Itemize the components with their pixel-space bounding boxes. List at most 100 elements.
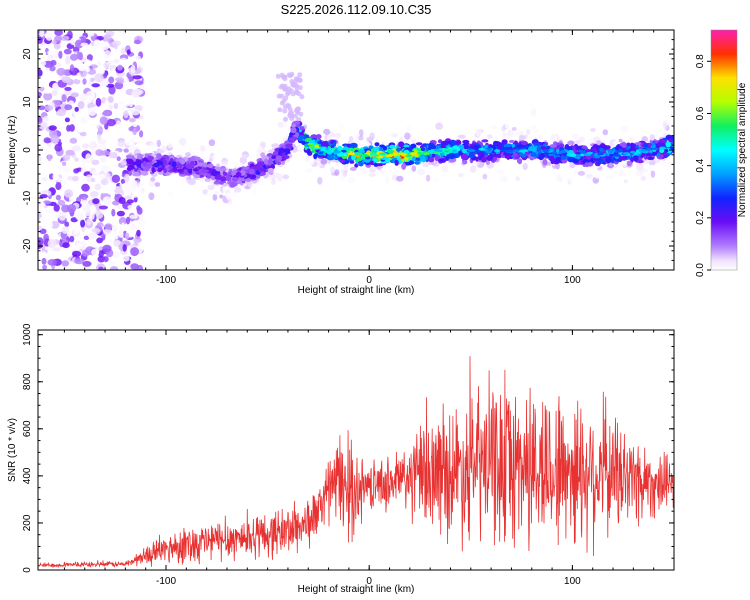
heat-cell xyxy=(385,176,390,184)
heat-cell xyxy=(134,80,144,86)
heat-cell xyxy=(455,140,462,145)
heat-cell xyxy=(76,72,81,81)
spectrogram-x-ticks: -100 0 100 xyxy=(63,30,675,286)
heat-cell xyxy=(440,140,449,146)
heat-cell xyxy=(151,167,156,173)
heat-cell xyxy=(284,91,290,97)
heat-cell xyxy=(61,226,69,234)
heat-cell xyxy=(519,135,527,140)
heat-cell xyxy=(623,179,628,184)
heat-cell xyxy=(572,133,579,139)
heat-cell xyxy=(521,152,527,159)
heat-cell xyxy=(383,146,387,151)
heat-cell xyxy=(232,190,237,198)
heat-cell xyxy=(77,125,85,133)
heat-cell xyxy=(317,176,323,185)
heat-cell xyxy=(179,158,186,165)
heat-cell xyxy=(566,146,573,151)
heat-cell xyxy=(363,158,372,163)
heat-cell xyxy=(450,140,458,145)
heat-cell xyxy=(120,178,126,185)
heat-cell xyxy=(508,139,515,144)
heat-cell xyxy=(98,126,103,135)
heat-cell xyxy=(441,148,447,151)
heat-cell xyxy=(69,197,75,203)
heat-cell xyxy=(460,153,469,160)
heat-cell xyxy=(401,163,407,170)
heat-cell xyxy=(494,149,501,153)
heat-cell xyxy=(72,46,80,53)
heat-cell xyxy=(126,158,134,165)
heat-cell xyxy=(462,160,468,165)
heat-cell xyxy=(69,137,78,144)
heat-cell xyxy=(282,74,288,80)
heat-cell xyxy=(156,139,161,148)
heat-cell xyxy=(133,196,138,203)
heat-cell xyxy=(163,168,168,174)
heat-cell xyxy=(241,154,248,159)
heat-cell xyxy=(525,129,531,135)
heat-cell xyxy=(38,36,43,44)
heat-cell xyxy=(594,155,601,159)
heat-cell xyxy=(129,223,137,230)
y-tick-label: -10 xyxy=(22,190,33,205)
heat-cell xyxy=(415,142,423,146)
heat-cell xyxy=(586,151,594,155)
heat-cell xyxy=(210,175,216,181)
heat-cell xyxy=(544,152,550,155)
heat-cell xyxy=(111,174,121,183)
heat-cell xyxy=(281,98,287,104)
heat-cell xyxy=(50,59,57,66)
heat-cell xyxy=(48,125,57,131)
heat-cell xyxy=(419,128,426,133)
colorbar-tick-label: 0.0 xyxy=(695,263,706,277)
heat-cell xyxy=(605,157,612,163)
heat-cell xyxy=(620,125,629,133)
heat-cell xyxy=(596,140,602,146)
heat-cell xyxy=(558,143,565,148)
heat-cell xyxy=(139,130,144,138)
heat-cell xyxy=(113,58,120,64)
heat-cell xyxy=(495,153,503,158)
y-tick-label: 400 xyxy=(22,467,33,484)
heat-cell xyxy=(560,154,567,160)
heat-cell xyxy=(100,178,109,186)
heat-cell xyxy=(282,174,290,180)
heat-cell xyxy=(349,142,358,148)
heat-cell xyxy=(320,141,329,148)
heat-cell xyxy=(300,135,305,140)
heat-cell xyxy=(373,146,380,152)
x-tick-label: 100 xyxy=(564,275,581,286)
heat-cell xyxy=(520,141,528,146)
heat-cell xyxy=(573,168,578,176)
heat-cell xyxy=(530,152,537,157)
heat-cell xyxy=(290,127,297,134)
heat-cell xyxy=(212,154,218,162)
heat-cell xyxy=(86,90,96,100)
heat-cell xyxy=(81,183,90,192)
heat-cell xyxy=(221,160,229,167)
heat-cell xyxy=(469,151,475,158)
heat-cell xyxy=(63,48,72,55)
heat-cell xyxy=(294,90,300,95)
heat-cell xyxy=(646,156,654,160)
heat-cell xyxy=(670,135,674,141)
heat-cell xyxy=(255,175,260,179)
snr-panel: -100 0 100 0 200 400 600 800 1000 Height of str… xyxy=(7,323,675,595)
heat-cell xyxy=(97,255,106,263)
heat-cell xyxy=(565,164,571,171)
heat-cell xyxy=(103,228,112,236)
heat-cell xyxy=(55,62,62,68)
heat-cell xyxy=(118,230,124,238)
heat-cell xyxy=(194,174,200,179)
heat-cell xyxy=(458,144,465,150)
heat-cell xyxy=(291,123,296,128)
heat-cell xyxy=(116,79,125,84)
heat-cell xyxy=(429,145,437,149)
heat-cell xyxy=(358,153,363,156)
heat-cell xyxy=(452,149,457,153)
heat-cell xyxy=(132,122,138,128)
heat-cell xyxy=(188,167,193,174)
heat-cell xyxy=(111,67,117,76)
